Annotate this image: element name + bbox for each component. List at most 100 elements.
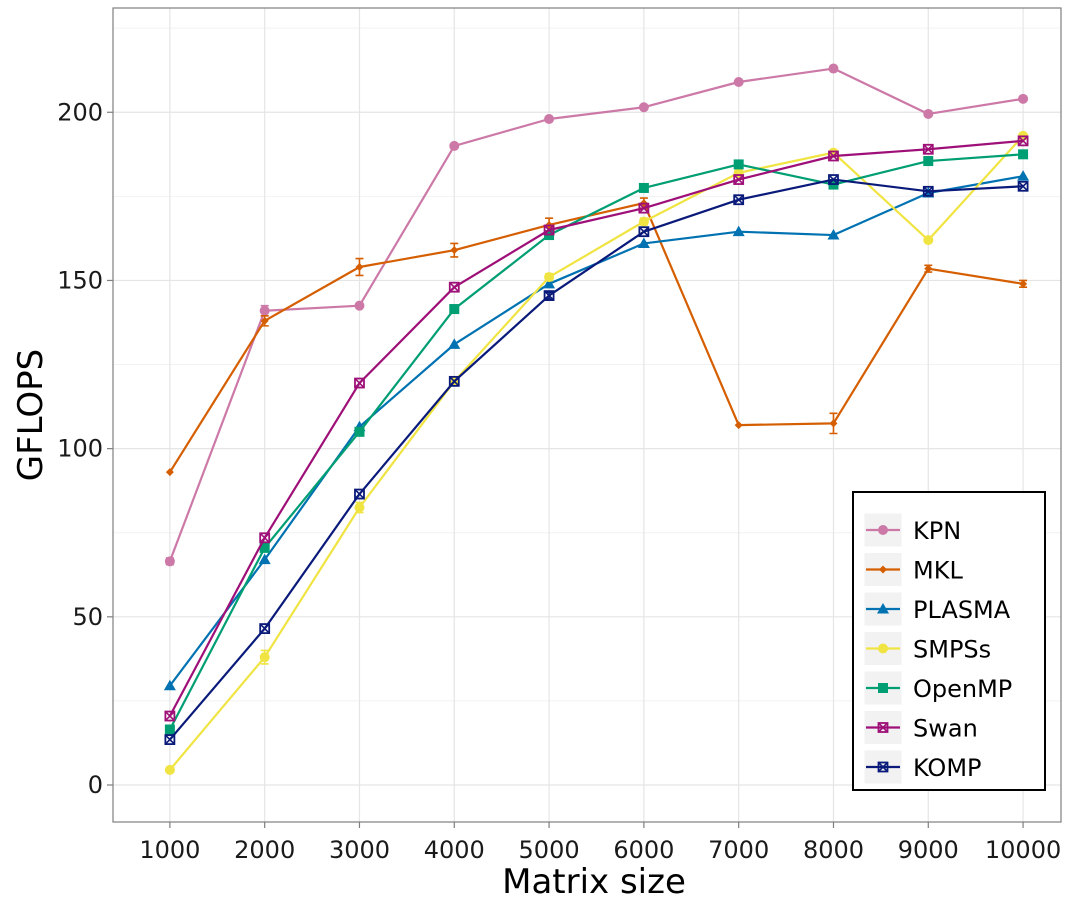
- x-tick-label: 8000: [803, 836, 864, 864]
- legend-item-smpss: SMPSs: [863, 631, 991, 666]
- marker-box: [164, 734, 176, 745]
- data-point-mkl: [260, 316, 269, 325]
- marker-cross: [1018, 135, 1029, 146]
- marker-cross: [923, 186, 934, 197]
- data-point-komp: [543, 290, 555, 301]
- series-line-kpn: [168, 67, 1024, 562]
- data-point-openmp: [164, 724, 175, 735]
- marker-box: [1017, 135, 1029, 147]
- data-point-swan: [259, 532, 271, 544]
- marker-box: [922, 143, 934, 155]
- data-point-openmp: [733, 159, 744, 170]
- data-point-kpn: [733, 77, 744, 87]
- y-tick-label: 50: [72, 603, 103, 631]
- legend-marker-kpn: [878, 525, 888, 535]
- data-point-komp: [828, 174, 839, 185]
- marker-cross: [164, 710, 175, 722]
- legend-label-mkl: MKL: [913, 557, 963, 585]
- marker-box: [733, 194, 745, 206]
- marker-box: [543, 290, 555, 301]
- legend-item-mkl: MKL: [863, 552, 963, 587]
- data-point-plasma: [163, 679, 176, 691]
- data-point-kpn: [449, 140, 460, 151]
- marker-box: [1017, 180, 1029, 192]
- x-tick-label: 3000: [329, 836, 390, 864]
- legend-label-smpss: SMPSs: [913, 636, 991, 664]
- legend-marker-openmp: [878, 683, 888, 693]
- marker-box: [448, 375, 460, 387]
- marker-box: [354, 488, 365, 500]
- data-point-plasma: [827, 229, 840, 240]
- data-point-swan: [448, 281, 460, 293]
- series-swan: [164, 135, 1029, 722]
- y-tick-label: 100: [57, 435, 103, 463]
- marker-box: [638, 226, 650, 238]
- series-layer: [163, 63, 1030, 775]
- marker-box: [733, 174, 745, 185]
- data-point-kpn: [259, 305, 270, 316]
- legend: KPN MKL PLASMA SMPSs OpenMP Swan KOMP: [852, 491, 1046, 791]
- x-tick-label: 5000: [519, 836, 580, 864]
- data-point-komp: [354, 488, 365, 500]
- data-point-swan: [638, 202, 650, 214]
- data-point-smpss: [638, 216, 649, 227]
- marker-cross: [164, 734, 175, 745]
- data-point-plasma: [543, 277, 556, 289]
- x-tick-label: 2000: [234, 836, 295, 864]
- data-point-komp: [448, 375, 460, 387]
- marker-box: [259, 532, 271, 544]
- legend-label-swan: Swan: [913, 715, 978, 743]
- data-point-mkl: [829, 419, 838, 428]
- legend-item-swan: Swan: [863, 710, 978, 745]
- marker-cross: [259, 623, 270, 634]
- marker-box: [354, 377, 365, 389]
- x-tick-label: 1000: [139, 836, 200, 864]
- data-point-komp: [164, 734, 176, 745]
- marker-box: [828, 150, 839, 162]
- marker-box: [877, 761, 889, 773]
- marker-cross: [923, 144, 934, 155]
- series-line-swan: [168, 139, 1024, 717]
- marker-box: [448, 281, 460, 293]
- marker-cross: [877, 722, 889, 733]
- marker-cross: [354, 488, 365, 500]
- series-kpn: [164, 63, 1029, 567]
- data-point-kpn: [923, 108, 934, 119]
- data-point-swan: [733, 174, 745, 185]
- data-point-mkl: [165, 468, 174, 477]
- series-komp: [164, 174, 1029, 745]
- series-line-komp: [169, 178, 1024, 741]
- data-point-swan: [543, 224, 555, 236]
- marker-box: [922, 185, 934, 197]
- marker-box: [164, 710, 176, 722]
- marker-box: [828, 174, 839, 185]
- data-point-plasma: [732, 225, 745, 237]
- data-point-kpn: [544, 114, 555, 124]
- data-point-kpn: [638, 102, 649, 113]
- data-point-mkl: [734, 421, 743, 430]
- data-point-smpss: [164, 764, 175, 775]
- data-point-mkl: [450, 246, 459, 255]
- data-point-smpss: [354, 502, 365, 513]
- data-point-kpn: [828, 63, 839, 74]
- legend-item-plasma: PLASMA: [863, 591, 1011, 627]
- data-point-smpss: [259, 652, 270, 663]
- marker-box: [877, 722, 889, 733]
- x-axis-title: Matrix size: [502, 862, 686, 901]
- marker-box: [543, 224, 555, 236]
- data-point-komp: [259, 623, 271, 634]
- legend-marker-plasma: [877, 603, 889, 614]
- marker-cross: [733, 174, 744, 185]
- data-point-openmp: [1018, 149, 1029, 160]
- legend-marker-swan: [877, 722, 889, 733]
- data-point-kpn: [164, 556, 175, 567]
- data-point-komp: [922, 185, 934, 197]
- data-point-openmp: [638, 182, 649, 193]
- x-tick-label: 10000: [985, 836, 1061, 864]
- data-point-mkl: [1019, 279, 1028, 288]
- data-point-plasma: [258, 553, 271, 565]
- marker-cross: [544, 224, 555, 236]
- marker-cross: [638, 226, 649, 237]
- legend-marker-smpss: [878, 643, 888, 654]
